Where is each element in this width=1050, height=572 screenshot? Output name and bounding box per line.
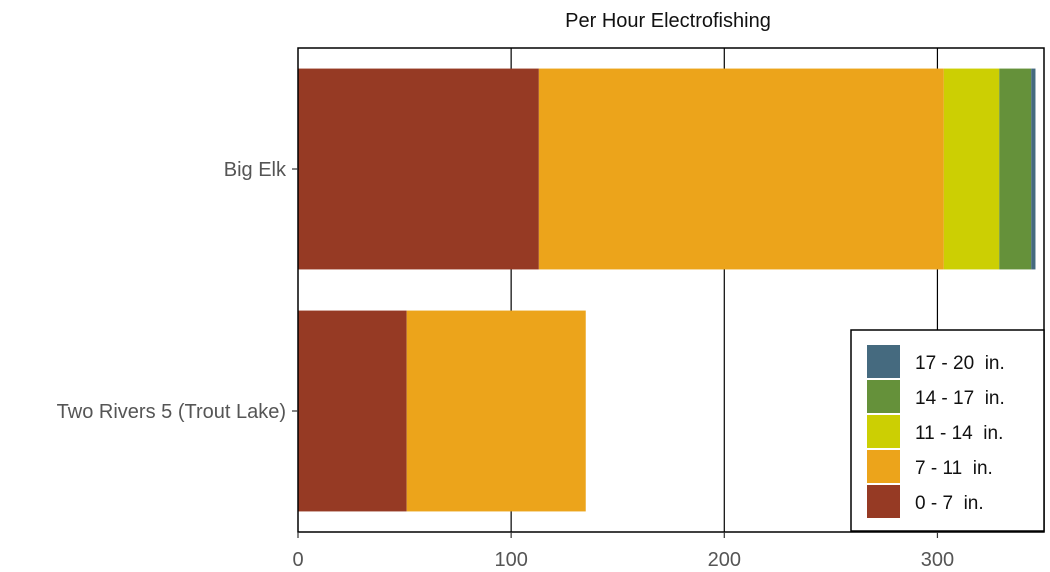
legend-label-1: 14 - 17 in. [915, 388, 1005, 409]
legend-swatch-1 [867, 380, 900, 413]
x-tick-label-2: 200 [708, 549, 741, 571]
x-tick-label-0: 0 [292, 549, 303, 571]
legend-swatch-2 [867, 415, 900, 448]
legend-swatch-4 [867, 485, 900, 518]
legend-label-2: 11 - 14 in. [915, 423, 1003, 444]
chart-title: Per Hour Electrofishing [565, 10, 771, 32]
legend-swatch-0 [867, 345, 900, 378]
category-axis: Big Elk Two Rivers 5 (Trout Lake) [57, 159, 298, 423]
x-tick-label-3: 300 [921, 549, 954, 571]
bar-0-1 [539, 69, 944, 270]
bar-1-1 [407, 311, 586, 512]
bar-0-2 [944, 69, 999, 270]
category-label-0: Big Elk [224, 159, 287, 181]
legend-swatch-3 [867, 450, 900, 483]
x-tick-label-1: 100 [494, 549, 527, 571]
category-label-1: Two Rivers 5 (Trout Lake) [57, 401, 286, 423]
legend-label-0: 17 - 20 in. [915, 353, 1005, 374]
bar-0-3 [999, 69, 1031, 270]
bar-0-4 [1031, 69, 1035, 270]
legend-label-4: 0 - 7 in. [915, 493, 984, 514]
bar-0-0 [298, 69, 539, 270]
bar-1-0 [298, 311, 407, 512]
legend: 17 - 20 in. 14 - 17 in. 11 - 14 in. 7 - 11 … [851, 330, 1044, 531]
x-axis: 0 100 200 300 [292, 532, 954, 571]
legend-label-3: 7 - 11 in. [915, 458, 993, 479]
